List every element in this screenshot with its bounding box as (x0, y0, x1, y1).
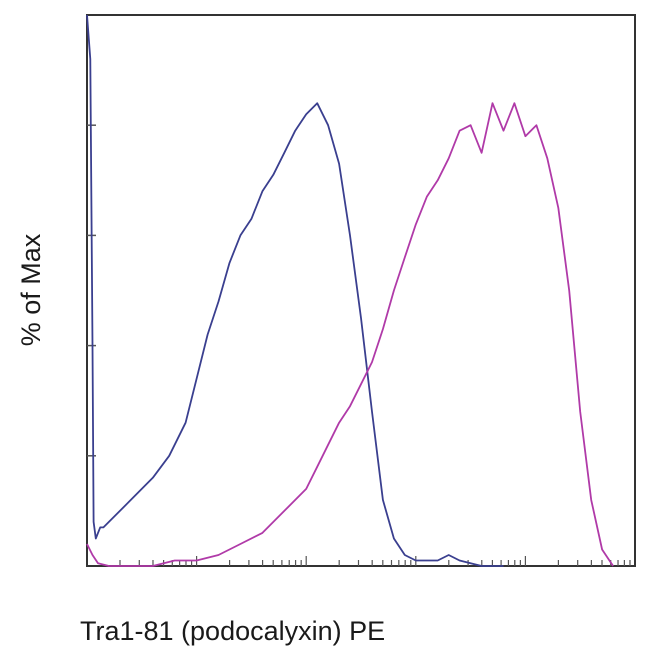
y-axis-label: % of Max (16, 233, 46, 346)
series-1-line (86, 14, 504, 567)
series-layer (86, 14, 614, 567)
x-axis-label: Tra1-81 (podocalyxin) PE (80, 616, 385, 646)
plot-frame (86, 14, 636, 567)
series-2-line (86, 102, 614, 567)
